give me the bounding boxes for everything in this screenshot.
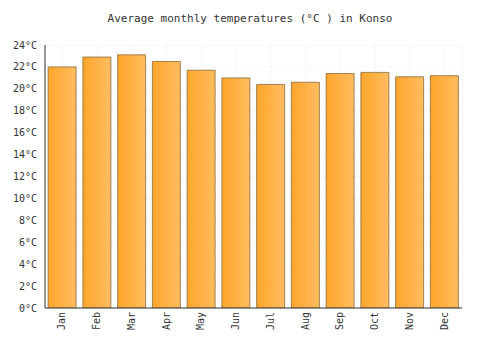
svg-text:Mar: Mar: [126, 312, 137, 330]
svg-text:Nov: Nov: [404, 312, 415, 330]
svg-text:Jun: Jun: [230, 312, 241, 330]
svg-text:16°C: 16°C: [13, 127, 37, 138]
svg-text:4°C: 4°C: [19, 259, 37, 270]
svg-text:Sep: Sep: [334, 312, 345, 330]
svg-text:0°C: 0°C: [19, 303, 37, 314]
svg-text:Apr: Apr: [161, 312, 172, 330]
svg-text:Dec: Dec: [439, 312, 450, 330]
svg-text:20°C: 20°C: [13, 83, 37, 94]
svg-text:Oct: Oct: [369, 312, 380, 330]
svg-text:18°C: 18°C: [13, 105, 37, 116]
svg-text:6°C: 6°C: [19, 237, 37, 248]
svg-text:Jul: Jul: [265, 312, 276, 330]
svg-text:May: May: [195, 312, 206, 330]
html-text:Average monthly temperatures (: Average monthly temperatures (°C ) in Ko…: [107, 12, 393, 25]
svg-text:2°C: 2°C: [19, 281, 37, 292]
svg-text:12°C: 12°C: [13, 171, 37, 182]
svg-text:22°C: 22°C: [13, 61, 37, 72]
svg-text:10°C: 10°C: [13, 193, 37, 204]
svg-text:8°C: 8°C: [19, 215, 37, 226]
svg-text:Aug: Aug: [300, 312, 311, 330]
svg-text:24°C: 24°C: [13, 40, 37, 51]
svg-text:Jan: Jan: [56, 312, 67, 330]
svg-text:Feb: Feb: [91, 312, 102, 330]
svg-text:14°C: 14°C: [13, 149, 37, 160]
